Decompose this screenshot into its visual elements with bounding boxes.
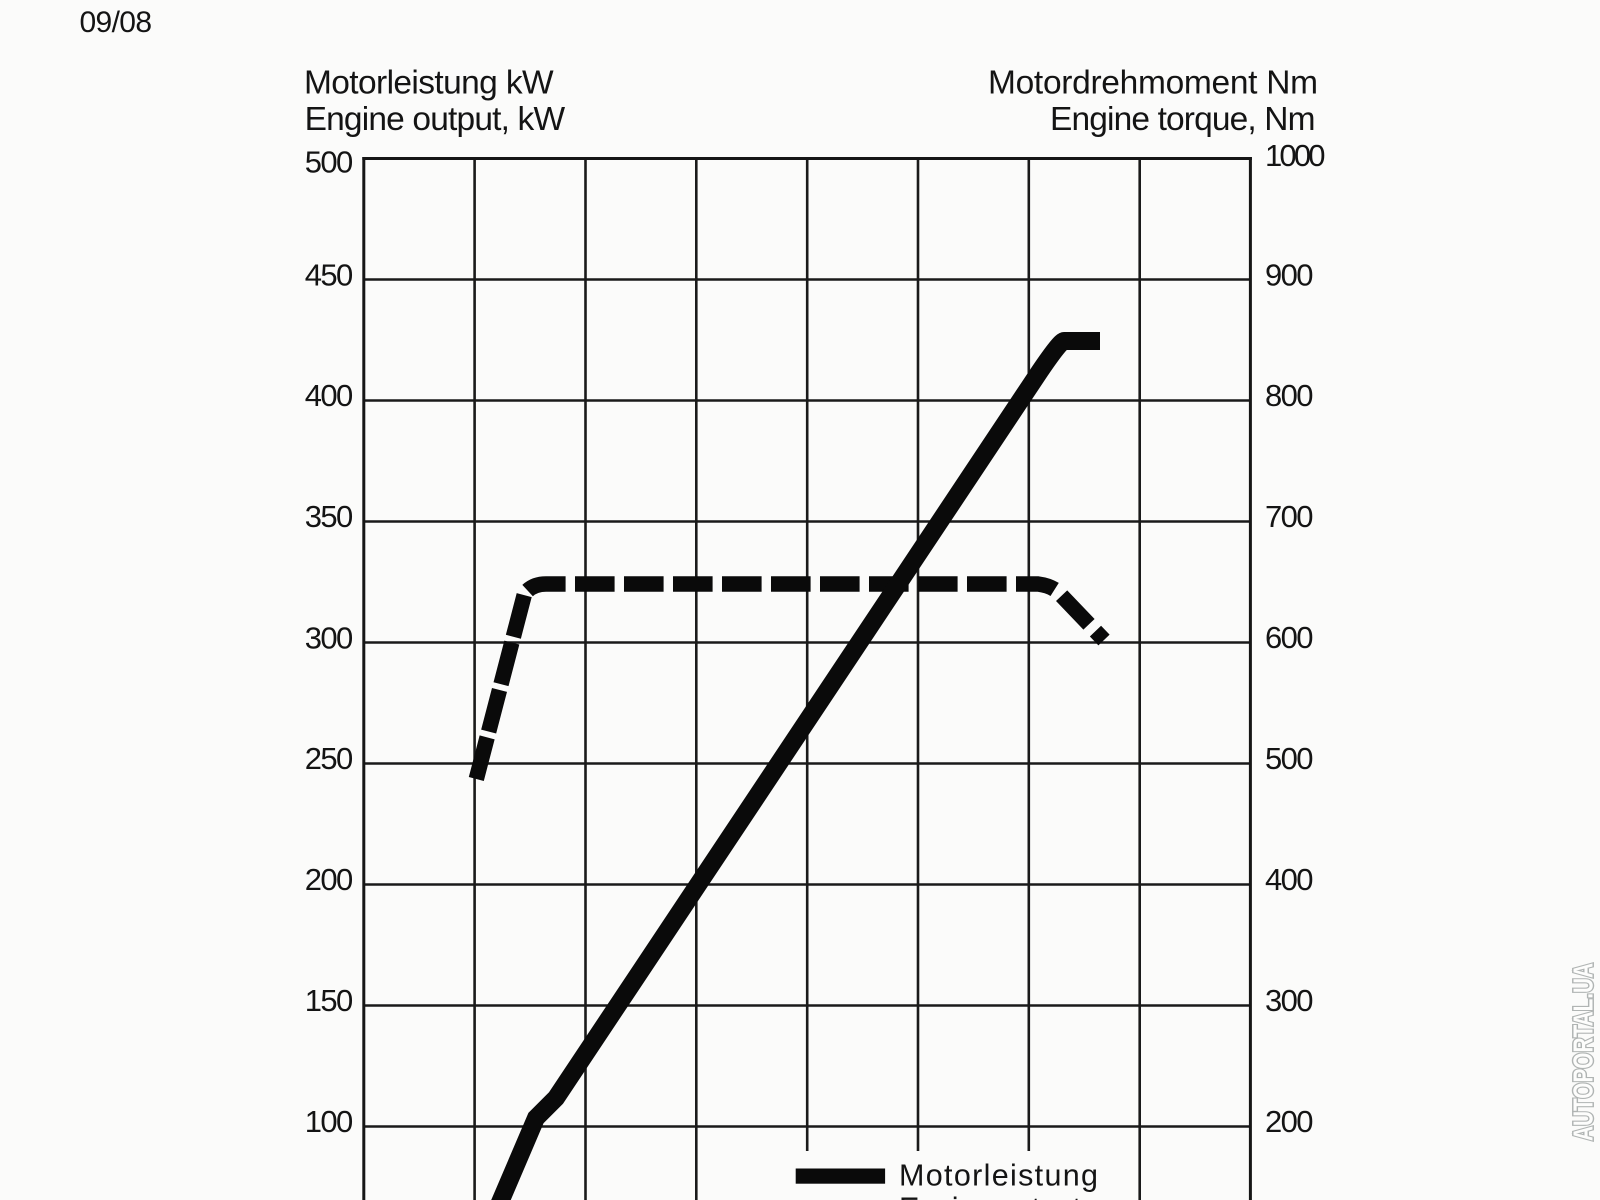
svg-text:AUTOPORTAL.UA: AUTOPORTAL.UA xyxy=(1569,963,1600,1141)
svg-text:100: 100 xyxy=(305,1104,354,1139)
svg-text:400: 400 xyxy=(1265,862,1314,897)
svg-text:350: 350 xyxy=(305,499,354,534)
svg-text:Motorleistung: Motorleistung xyxy=(899,1159,1098,1193)
svg-text:Motorleistung kW: Motorleistung kW xyxy=(304,64,554,101)
svg-text:300: 300 xyxy=(1265,983,1314,1018)
svg-text:200: 200 xyxy=(305,862,354,897)
svg-text:200: 200 xyxy=(1265,1104,1314,1139)
svg-text:150: 150 xyxy=(305,983,354,1018)
svg-text:800: 800 xyxy=(1265,378,1314,413)
svg-text:09/08: 09/08 xyxy=(80,6,153,39)
svg-text:Engine output: Engine output xyxy=(899,1192,1082,1200)
svg-text:Engine torque, Nm: Engine torque, Nm xyxy=(1050,101,1316,138)
svg-text:500: 500 xyxy=(305,144,354,179)
svg-text:400: 400 xyxy=(305,378,354,413)
svg-text:Engine output, kW: Engine output, kW xyxy=(305,101,566,138)
svg-text:1000: 1000 xyxy=(1265,138,1326,173)
svg-text:Motordrehmoment Nm: Motordrehmoment Nm xyxy=(988,64,1318,101)
svg-text:500: 500 xyxy=(1265,741,1314,776)
svg-text:250: 250 xyxy=(305,741,354,776)
svg-text:600: 600 xyxy=(1265,620,1314,655)
svg-text:700: 700 xyxy=(1265,499,1314,534)
svg-text:900: 900 xyxy=(1265,258,1314,293)
svg-text:450: 450 xyxy=(305,258,354,293)
svg-text:300: 300 xyxy=(305,621,354,656)
